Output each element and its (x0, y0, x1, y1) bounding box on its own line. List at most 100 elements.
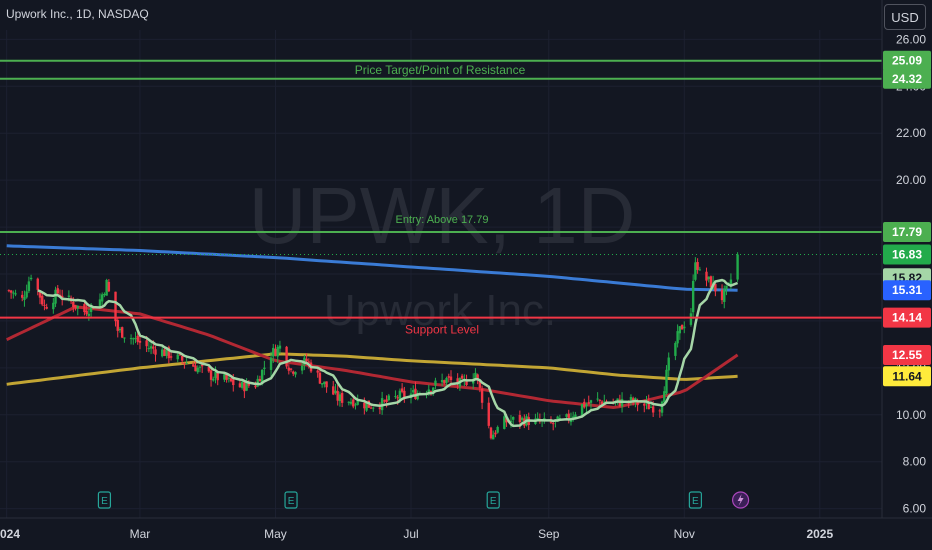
candle-body (41, 295, 44, 305)
candle-body (132, 338, 135, 340)
candle-body (489, 427, 493, 439)
candle-body (169, 356, 173, 358)
y-tick-label: 6.00 (903, 502, 927, 516)
entry-level-label: Entry: Above 17.79 (396, 214, 489, 226)
candle-body (596, 398, 599, 400)
candle-body (416, 393, 419, 400)
candle-body (567, 413, 570, 420)
y-tick-label: 20.00 (896, 173, 926, 187)
price-tag: 16.83 (883, 244, 931, 265)
candle-body (227, 377, 231, 379)
candle-body (232, 379, 235, 386)
candle-body (565, 414, 568, 417)
candle-body (665, 369, 668, 394)
candle-body (338, 394, 342, 402)
candle-body (183, 362, 186, 364)
candle-body (369, 407, 373, 409)
candle-body (85, 310, 88, 315)
candle-body (325, 381, 328, 388)
candle-body (38, 290, 42, 298)
earnings-marker[interactable]: E (284, 491, 298, 509)
candle-body (649, 406, 653, 408)
candle-body (192, 364, 195, 367)
candle-body (414, 388, 417, 400)
candle-body (676, 331, 679, 344)
candle-body (238, 383, 242, 388)
candle-body (178, 354, 182, 356)
candle-body (316, 370, 319, 373)
price-tag-value: 25.09 (892, 54, 922, 68)
candle-body (434, 380, 437, 386)
candle-body (120, 327, 124, 338)
earnings-letter: E (490, 496, 497, 507)
candle-body (27, 281, 31, 292)
candle-body (725, 285, 728, 290)
candle-body (460, 375, 464, 379)
earnings-marker[interactable]: E (97, 491, 112, 509)
price-tag-value: 24.32 (892, 72, 922, 86)
candle-body (118, 328, 122, 331)
candle-body (76, 305, 79, 309)
candle-body (680, 325, 684, 330)
candle-body (98, 299, 102, 308)
earnings-marker[interactable]: E (688, 491, 702, 509)
candle-body (196, 367, 199, 373)
candle-body (663, 391, 666, 403)
y-tick-label: 10.00 (896, 408, 926, 422)
candle-body (480, 388, 484, 403)
candle-body (660, 401, 664, 413)
candle-body (736, 254, 739, 280)
candle-body (383, 400, 386, 402)
candle-body (583, 401, 586, 408)
x-tick-label: Nov (674, 527, 695, 541)
candle-body (474, 372, 477, 379)
candle-body (263, 367, 266, 369)
ma-long-line (6, 244, 738, 292)
candle-body (394, 395, 397, 397)
candle-body (180, 356, 184, 361)
candle-body (72, 302, 75, 308)
candle-body (278, 345, 282, 349)
symbol-title[interactable]: Upwork Inc., 1D, NASDAQ (6, 7, 149, 21)
candle-body (476, 374, 479, 379)
candle-body (287, 367, 291, 371)
candle-body (496, 426, 499, 433)
candle-body (365, 402, 368, 411)
y-tick-label: 26.00 (896, 32, 926, 46)
candle-body (167, 347, 171, 359)
candle-body (21, 294, 24, 298)
candle-body (432, 387, 435, 392)
candle-body (67, 295, 71, 297)
candle-body (363, 402, 366, 409)
candle-body (240, 381, 244, 388)
news-marker[interactable] (731, 491, 750, 509)
x-tick-label: May (264, 527, 287, 541)
earnings-marker[interactable]: E (486, 491, 500, 509)
candle-body (336, 391, 339, 401)
candle-body (478, 380, 482, 388)
candle-body (600, 401, 604, 405)
candle-body (116, 320, 119, 331)
candle-body (723, 288, 726, 302)
candle-body (29, 277, 33, 280)
candle-body (658, 410, 662, 412)
candle-body (398, 390, 402, 401)
candle-body (403, 390, 406, 398)
candle-body (505, 418, 508, 423)
candle-body (714, 283, 717, 292)
candle-body (318, 372, 322, 384)
candle-body (245, 381, 248, 391)
candle-body (165, 348, 168, 356)
candle-body (305, 358, 308, 362)
candle-body (45, 306, 48, 309)
candle-body (129, 338, 133, 340)
candle-body (340, 392, 344, 403)
ma-10-line (37, 278, 739, 428)
support-level-label: Support Level (405, 323, 479, 337)
price-tag-bg (883, 244, 931, 265)
candle-body (494, 432, 497, 435)
price-tag: 12.55 (883, 344, 931, 365)
currency-button[interactable]: USD (884, 4, 926, 30)
price-tag-bg (883, 307, 931, 328)
